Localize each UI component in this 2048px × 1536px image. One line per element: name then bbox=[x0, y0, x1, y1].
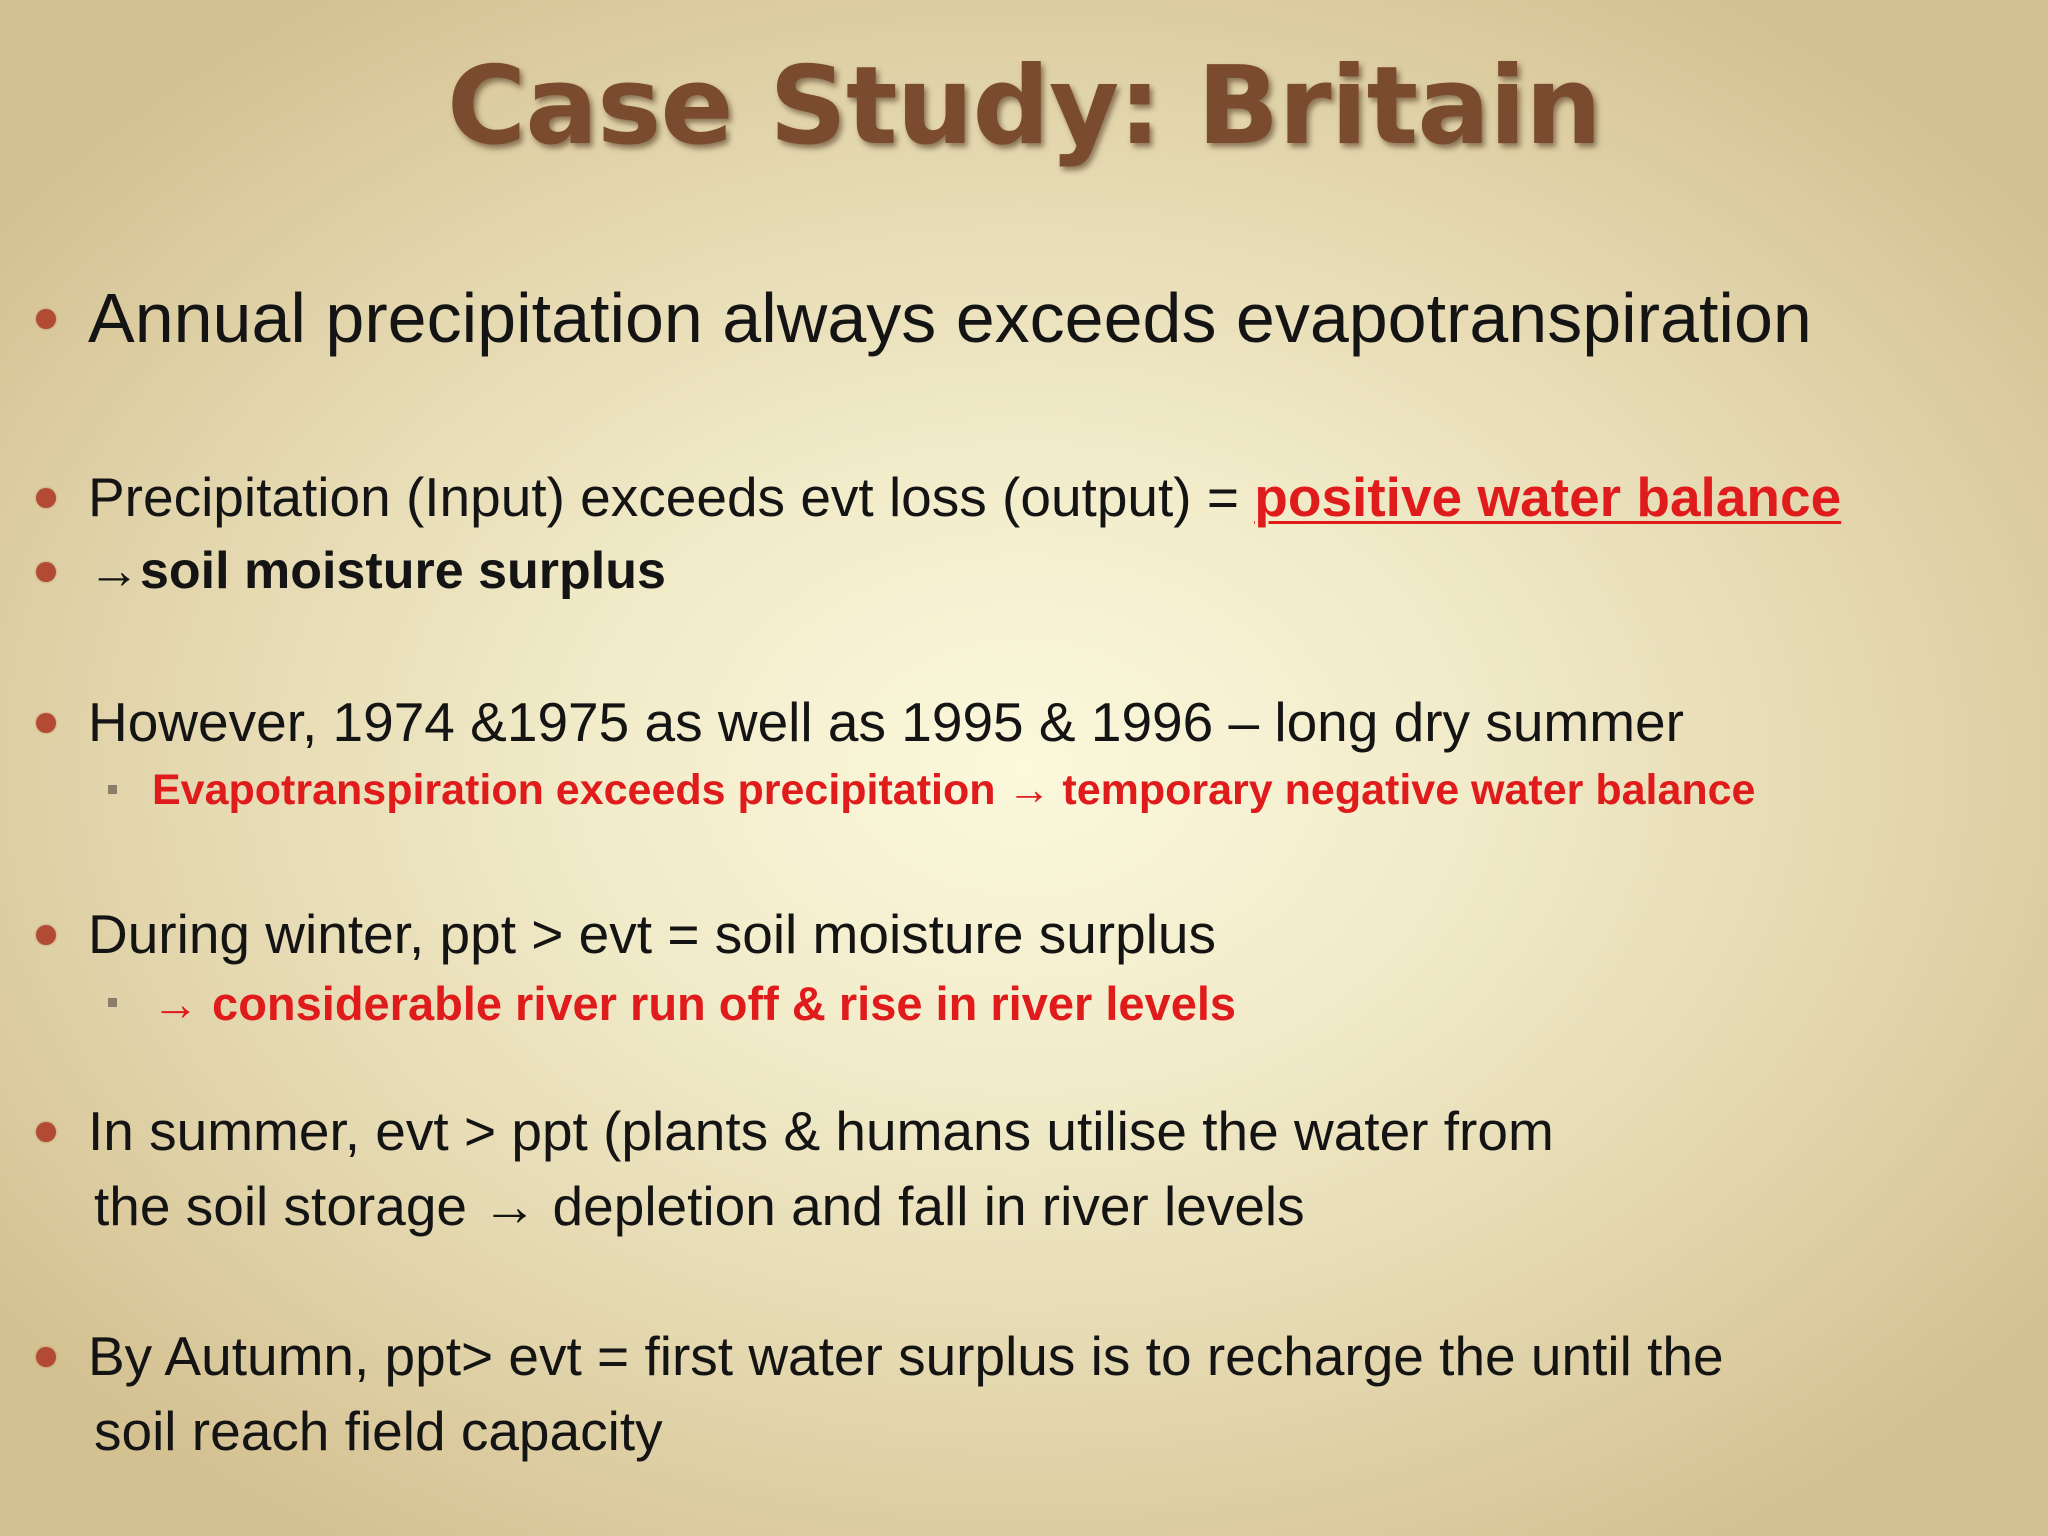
sub-bullet-marker bbox=[108, 785, 117, 794]
bullet-positive-water-balance: Precipitation (Input) exceeds evt loss (… bbox=[88, 462, 1841, 532]
sub-bullet-river-levels: → considerable river run off & rise in r… bbox=[152, 977, 1237, 1030]
bullet-dot bbox=[36, 925, 56, 945]
bullet-winter: During winter, ppt > evt = soil moisture… bbox=[88, 903, 1217, 965]
bullet-dot bbox=[36, 713, 56, 733]
sub-bullet-marker bbox=[108, 998, 117, 1007]
bullet-summer-line-2: the soil storage → depletion and fall in… bbox=[94, 1175, 1305, 1237]
bullet-dot bbox=[36, 488, 56, 508]
bullet-annual-precipitation: Annual precipitation always exceeds evap… bbox=[88, 279, 1812, 357]
bullet-dot bbox=[36, 1347, 56, 1367]
bullet-autumn-line-1: By Autumn, ppt> evt = first water surplu… bbox=[88, 1325, 1724, 1387]
bullet-summer-line-1: In summer, evt > ppt (plants & humans ut… bbox=[88, 1100, 1554, 1162]
bullet-soil-moisture-surplus: →soil moisture surplus bbox=[88, 542, 666, 600]
bullet-dot bbox=[36, 562, 56, 582]
sub-bullet-negative-water-balance: Evapotranspiration exceeds precipitation… bbox=[152, 766, 1756, 814]
bullet-dry-summer: However, 1974 &1975 as well as 1995 & 19… bbox=[88, 691, 1684, 753]
positive-water-balance-highlight: positive water balance bbox=[1254, 466, 1842, 528]
slide-title: Case Study: Britain bbox=[446, 44, 1602, 169]
bullet-text: Precipitation (Input) exceeds evt loss (… bbox=[88, 466, 1255, 528]
bullet-dot bbox=[36, 1122, 56, 1142]
bullet-autumn-line-2: soil reach field capacity bbox=[94, 1400, 663, 1462]
bullet-dot bbox=[36, 309, 56, 329]
